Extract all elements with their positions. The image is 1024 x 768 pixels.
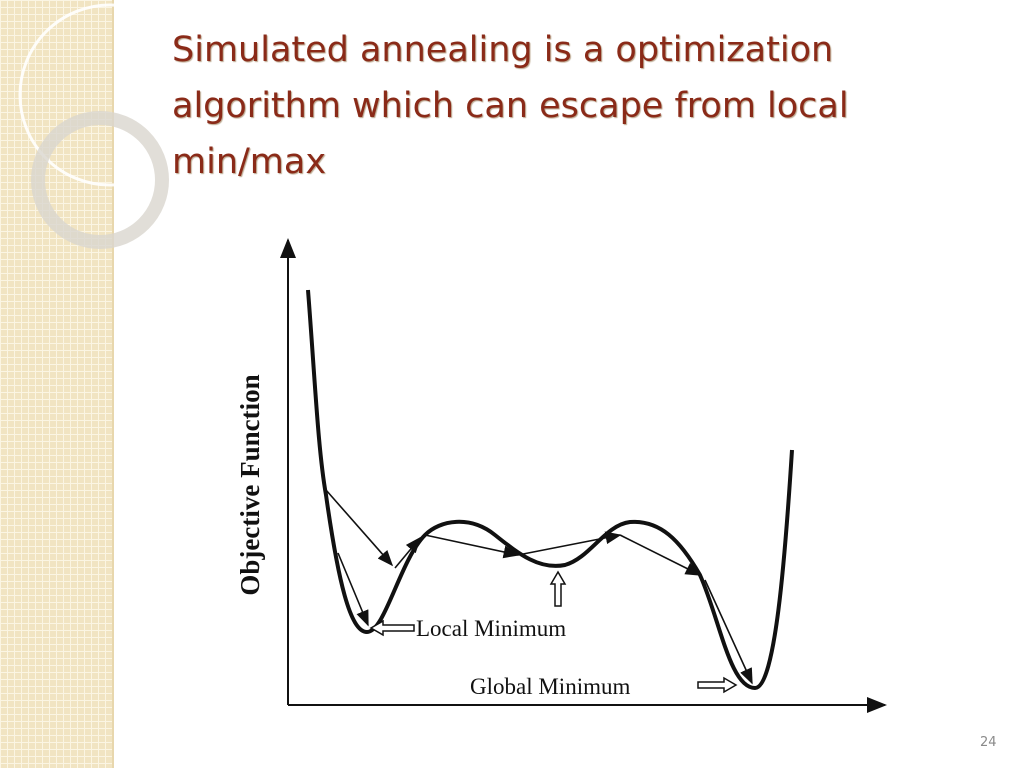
- objective-curve: [306, 289, 794, 691]
- global-min-pointer: [697, 676, 738, 694]
- search-steps: [325, 489, 753, 685]
- annotation: Local Minimum: [416, 616, 566, 641]
- slide-title: Simulated annealing is a optimization al…: [172, 30, 849, 182]
- annotation: Global Minimum: [470, 674, 630, 699]
- page-number: 24: [980, 735, 997, 750]
- local-min-pointer: [369, 619, 415, 637]
- local-min-pointer: [549, 570, 567, 607]
- figure: Objective Function Local Minimum Global …: [235, 238, 887, 713]
- y-axis-label: Objective Function: [235, 374, 265, 595]
- decor-circles: [18, 3, 202, 249]
